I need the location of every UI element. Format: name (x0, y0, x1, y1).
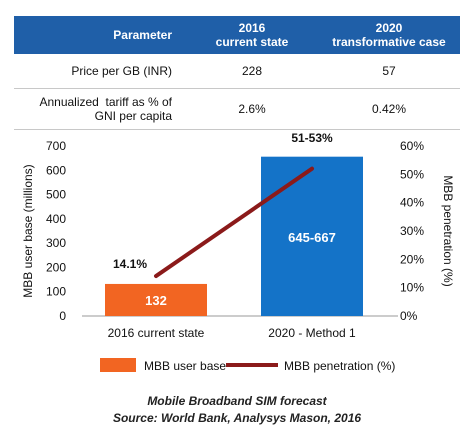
y-tick-label: 100 (46, 285, 66, 299)
header-2016: 2016 current state (186, 16, 318, 54)
y2-tick-label: 40% (400, 196, 424, 210)
header-2020-year: 2020 (375, 21, 403, 35)
bars (105, 156, 363, 316)
bar-value-label: 645-667 (288, 230, 336, 245)
legend-label-user-base: MBB user base (144, 359, 226, 373)
row-value-2016: 2.6% (186, 88, 318, 130)
table-row: Annualized tariff as % of GNI per capita… (14, 88, 460, 130)
y2-axis-title: MBB penetration (%) (441, 175, 455, 286)
penetration-line-segment (154, 166, 314, 279)
parameter-table: Parameter 2016 current state 2020 transf… (14, 16, 460, 130)
y2-tick-label: 60% (400, 139, 424, 153)
legend-swatch-user-base (100, 358, 136, 372)
y-tick-label: 300 (46, 236, 66, 250)
bar-2020 (261, 156, 363, 316)
table-row: Price per GB (INR) 228 57 (14, 54, 460, 89)
header-2016-year: 2016 (238, 21, 266, 35)
y-tick-label: 400 (46, 212, 66, 226)
x-tick-label: 2016 current state (108, 326, 205, 340)
header-2016-sub: current state (215, 35, 289, 49)
axes: 0 100 200 300 400 500 600 700 0% 10% 20% 30% 40% 50% 6… (21, 139, 455, 340)
y2-tick-label: 50% (400, 167, 424, 181)
y-tick-label: 600 (46, 163, 66, 177)
row-label: Annualized tariff as % of GNI per capita (14, 88, 186, 130)
row-value-2020: 57 (318, 54, 460, 89)
penetration-line (154, 166, 314, 279)
header-2020-sub: transformative case (332, 35, 446, 49)
caption-source: Source: World Bank, Analysys Mason, 2016 (112, 411, 362, 425)
y2-tick-label: 20% (400, 252, 424, 266)
bar-2016 (105, 283, 207, 316)
row-label-line2: GNI per capita (94, 109, 172, 123)
y-axis-title: MBB user base (millions) (21, 164, 35, 297)
row-label-line1: Annualized tariff as % of (39, 95, 172, 109)
legend: MBB user base MBB penetration (%) (100, 358, 395, 373)
y-tick-label: 500 (46, 188, 66, 202)
bar-value-label: 132 (145, 293, 167, 308)
row-value-2020: 0.42% (318, 88, 460, 130)
y2-tick-label: 30% (400, 224, 424, 238)
legend-label-penetration: MBB penetration (%) (284, 359, 395, 373)
caption-title: Mobile Broadband SIM forecast (147, 394, 327, 408)
row-label: Price per GB (INR) (14, 54, 186, 89)
y-tick-label: 0 (59, 309, 66, 323)
y-tick-label: 700 (46, 139, 66, 153)
y2-tick-label: 10% (400, 281, 424, 295)
penetration-label-2016: 14.1% (113, 257, 147, 271)
x-tick-label: 2020 - Method 1 (268, 326, 356, 340)
data-labels: 132 645-667 14.1% 51-53% (113, 131, 336, 308)
row-value-2016: 228 (186, 54, 318, 89)
header-2020: 2020 transformative case (318, 16, 460, 54)
y-tick-label: 200 (46, 260, 66, 274)
y2-tick-label: 0% (400, 309, 418, 323)
penetration-label-2020: 51-53% (291, 131, 333, 145)
legend-swatch-penetration (226, 363, 278, 367)
header-parameter: Parameter (14, 16, 186, 54)
